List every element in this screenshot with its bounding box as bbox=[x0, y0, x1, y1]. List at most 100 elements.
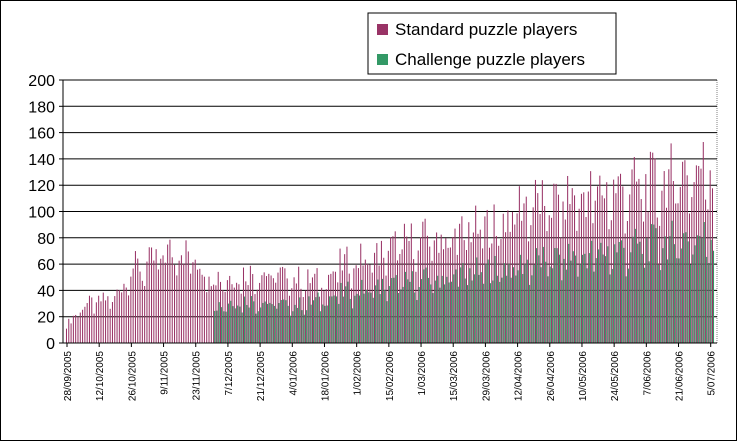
bar-challenge bbox=[662, 248, 664, 343]
bar-standard bbox=[277, 272, 279, 343]
bar-standard bbox=[465, 249, 468, 343]
bar-challenge bbox=[225, 311, 227, 343]
bar-standard bbox=[537, 193, 539, 343]
bar-challenge bbox=[280, 299, 282, 343]
bar-standard bbox=[249, 265, 251, 343]
bar-challenge bbox=[650, 224, 652, 343]
bar-challenge bbox=[398, 293, 400, 343]
bar-standard bbox=[557, 194, 559, 343]
bar-challenge bbox=[271, 304, 273, 343]
bar-challenge bbox=[501, 277, 503, 343]
bar-standard bbox=[311, 277, 313, 343]
bar-standard bbox=[415, 271, 417, 343]
bar-standard bbox=[240, 293, 242, 343]
bar-standard bbox=[679, 186, 681, 343]
bar-challenge bbox=[333, 295, 335, 343]
bar-standard bbox=[647, 211, 649, 343]
bar-challenge bbox=[462, 263, 464, 343]
bar-standard bbox=[620, 173, 622, 343]
bar-challenge bbox=[634, 228, 636, 343]
bar-challenge bbox=[492, 280, 494, 343]
bar-challenge bbox=[278, 303, 280, 343]
bar-challenge bbox=[692, 254, 694, 343]
bar-challenge bbox=[646, 237, 648, 343]
bar-standard bbox=[449, 247, 451, 343]
bar-standard bbox=[700, 168, 702, 343]
bar-challenge bbox=[609, 274, 611, 343]
bar-challenge bbox=[701, 237, 703, 343]
bar-challenge bbox=[595, 258, 597, 343]
bar-standard bbox=[640, 199, 642, 343]
bar-challenge bbox=[473, 274, 475, 343]
bar-standard bbox=[178, 260, 180, 343]
bar-challenge bbox=[421, 279, 423, 343]
bar-standard bbox=[82, 309, 84, 343]
bar-standard bbox=[677, 203, 679, 343]
bar-challenge bbox=[618, 241, 620, 343]
bar-challenge bbox=[632, 236, 634, 343]
bar-standard bbox=[525, 196, 527, 343]
bar-standard bbox=[282, 266, 284, 343]
bar-standard bbox=[153, 260, 155, 343]
bar-challenge bbox=[469, 268, 471, 343]
bar-standard bbox=[562, 201, 564, 343]
bar-standard bbox=[564, 219, 566, 343]
bar-challenge bbox=[448, 282, 450, 343]
bar-challenge bbox=[310, 304, 312, 343]
bar-challenge bbox=[556, 248, 558, 343]
bar-challenge bbox=[710, 239, 712, 343]
bar-standard bbox=[353, 268, 355, 343]
bar-standard bbox=[691, 197, 693, 343]
bar-challenge bbox=[549, 266, 551, 343]
bar-standard bbox=[72, 315, 74, 343]
bar-challenge bbox=[485, 263, 487, 343]
bar-challenge bbox=[216, 310, 218, 343]
bar-challenge bbox=[308, 296, 310, 343]
bar-challenge bbox=[644, 267, 646, 343]
bar-challenge bbox=[508, 263, 510, 343]
bar-challenge bbox=[657, 264, 659, 343]
bar-challenge bbox=[602, 254, 604, 343]
bar-challenge bbox=[483, 283, 485, 343]
bar-standard bbox=[378, 265, 380, 343]
bar-challenge bbox=[368, 292, 370, 343]
bar-standard bbox=[456, 254, 458, 343]
bar-standard bbox=[626, 221, 628, 343]
bar-standard bbox=[210, 286, 212, 343]
bar-challenge bbox=[432, 293, 434, 343]
bar-challenge bbox=[685, 232, 687, 343]
bar-challenge bbox=[296, 307, 298, 343]
bar-standard bbox=[654, 158, 656, 343]
bar-standard bbox=[380, 240, 382, 343]
bar-standard bbox=[475, 205, 477, 343]
bar-challenge bbox=[407, 279, 409, 343]
bar-challenge bbox=[607, 246, 609, 343]
bar-standard bbox=[472, 232, 474, 343]
x-tick-label: 18/01/2006 bbox=[320, 351, 331, 401]
bar-challenge bbox=[476, 257, 478, 343]
bar-standard bbox=[518, 186, 520, 343]
x-tick-label: 28/09/2005 bbox=[63, 351, 74, 401]
bar-standard bbox=[201, 274, 203, 343]
bar-standard bbox=[256, 289, 258, 343]
bar-challenge bbox=[244, 296, 246, 343]
bar-standard bbox=[231, 284, 233, 343]
bar-challenge bbox=[496, 275, 498, 343]
x-tick-label: 7/06/2006 bbox=[642, 351, 653, 396]
bar-standard bbox=[523, 203, 525, 343]
y-tick-label: 180 bbox=[28, 99, 55, 116]
bar-standard bbox=[357, 268, 359, 343]
bar-challenge bbox=[264, 301, 266, 343]
bar-standard bbox=[488, 247, 490, 343]
bar-standard bbox=[77, 316, 79, 343]
bar-challenge bbox=[430, 284, 432, 343]
bar-standard bbox=[417, 250, 419, 343]
bar-challenge bbox=[404, 271, 406, 343]
bar-standard bbox=[107, 296, 109, 343]
bar-standard bbox=[390, 237, 392, 343]
bar-standard bbox=[75, 314, 77, 343]
bar-standard bbox=[364, 259, 366, 343]
bar-standard bbox=[146, 261, 148, 343]
bar-standard bbox=[105, 300, 107, 343]
bar-challenge bbox=[294, 304, 296, 343]
